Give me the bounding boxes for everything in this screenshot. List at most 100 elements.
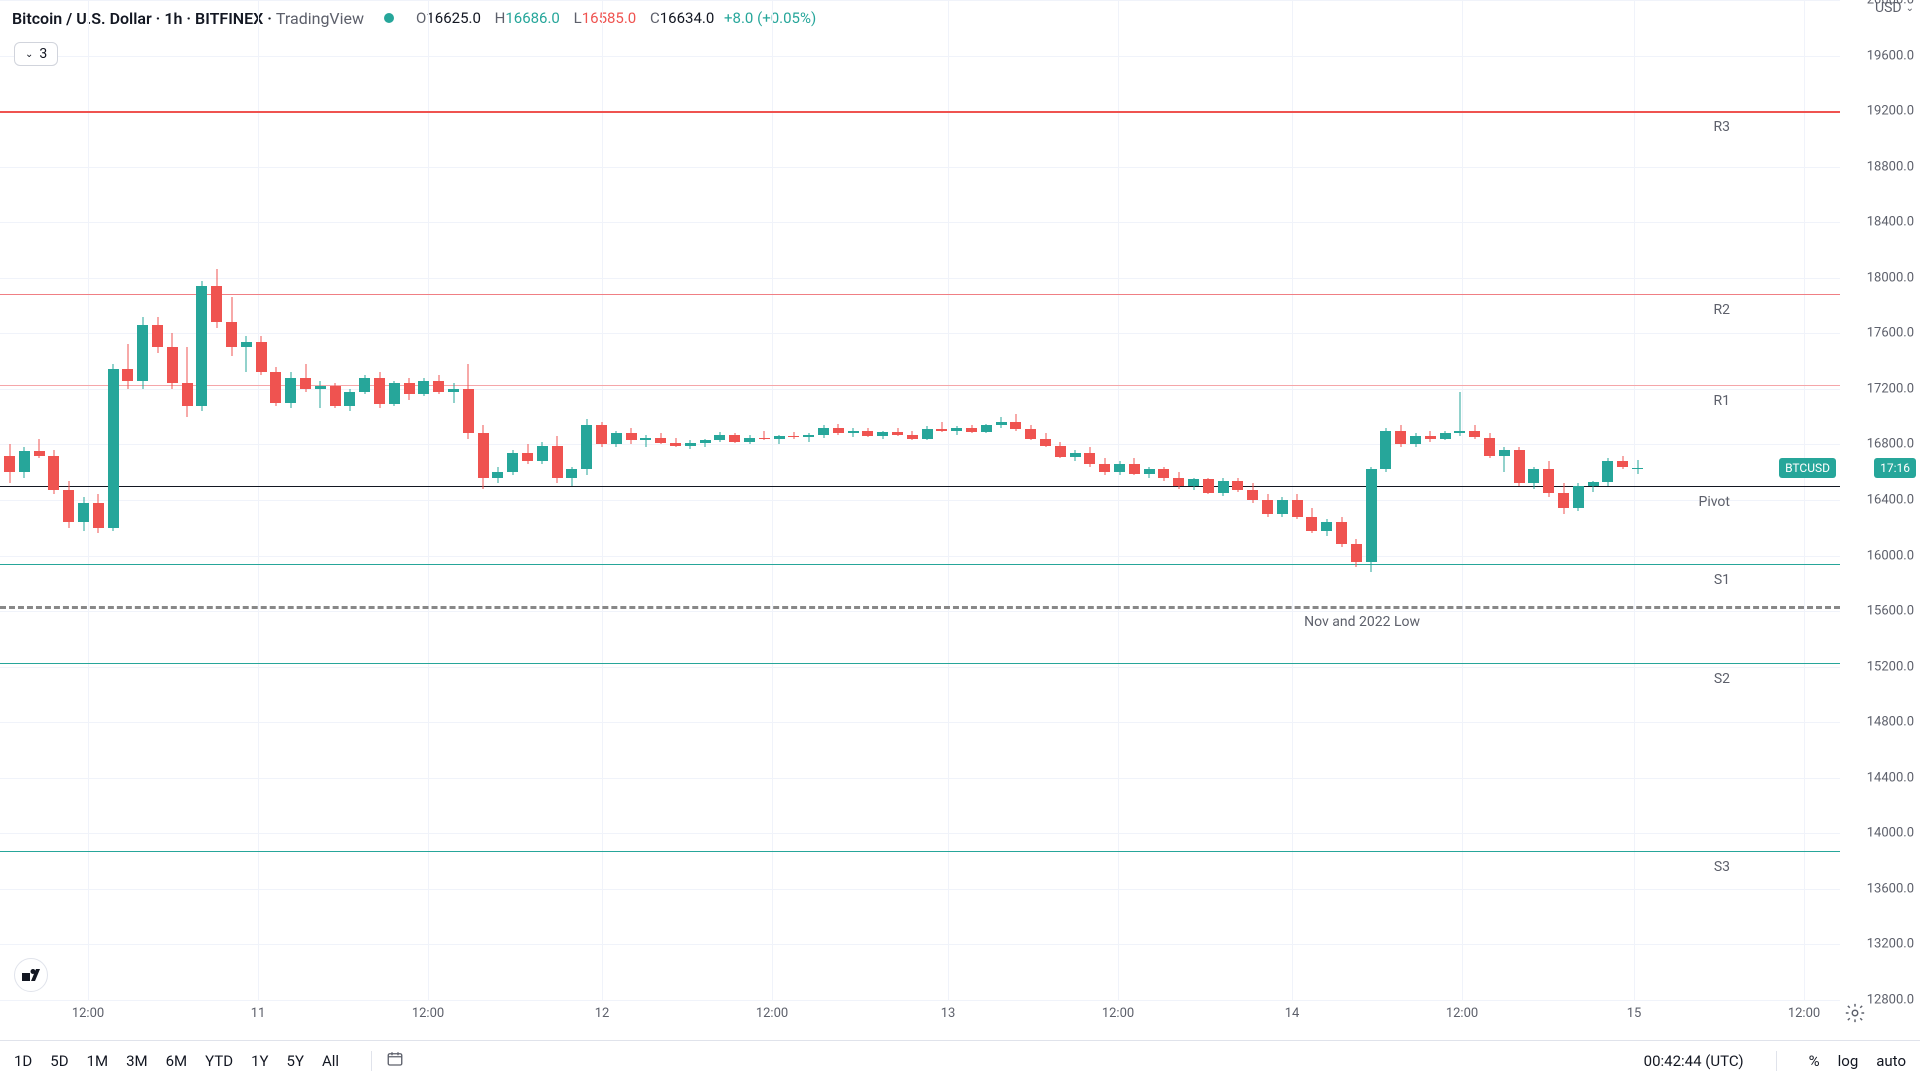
candle-body: [1292, 500, 1303, 517]
range-button-1d[interactable]: 1D: [14, 1052, 32, 1070]
candle-body: [374, 378, 385, 404]
candle-body: [729, 435, 740, 442]
chevron-down-icon: ⌄: [25, 49, 33, 60]
time-axis[interactable]: 12:001112:001212:001312:001412:001512:00: [0, 1000, 1840, 1032]
candle-body: [922, 429, 933, 439]
pivot-level-line[interactable]: [0, 486, 1840, 487]
candle-body: [152, 325, 163, 347]
price-axis[interactable]: USD ⌄ 20000.019600.019200.018800.018400.…: [1840, 0, 1920, 1000]
candle-body: [196, 286, 207, 405]
candle-body: [1336, 522, 1347, 544]
range-button-5d[interactable]: 5D: [50, 1052, 68, 1070]
chart-plot-area[interactable]: R3R2R1PivotS1Nov and 2022 LowS2S3BTCUSD: [0, 0, 1840, 1000]
price-axis-label: 18800.0: [1867, 159, 1914, 174]
candle-body: [1306, 517, 1317, 531]
candle-wick: [187, 347, 188, 416]
range-button-3m[interactable]: 3M: [126, 1052, 148, 1070]
grid-horizontal: [0, 556, 1840, 557]
grid-horizontal: [0, 167, 1840, 168]
axis-settings-icon[interactable]: [1844, 1002, 1866, 1024]
candle-body: [226, 322, 237, 347]
candle-body: [1499, 450, 1510, 456]
divider: [371, 1051, 372, 1071]
range-button-ytd[interactable]: YTD: [205, 1052, 233, 1070]
scale-buttons: % logauto: [1809, 1052, 1906, 1070]
candle-body: [1366, 469, 1377, 562]
candle-body: [611, 433, 622, 444]
pivot-level-label: S1: [1714, 572, 1730, 588]
candle-body: [1129, 464, 1140, 474]
price-axis-label: 17200.0: [1867, 381, 1914, 396]
pivot-level-line[interactable]: [0, 851, 1840, 852]
candle-body: [685, 443, 696, 446]
time-axis-label: 14: [1285, 1006, 1300, 1021]
candle-body: [759, 438, 770, 439]
indicator-count-toggle[interactable]: ⌄ 3: [14, 42, 58, 66]
candle-body: [626, 433, 637, 440]
candle-body: [892, 432, 903, 435]
candle-body: [1070, 453, 1081, 457]
pivot-level-line[interactable]: [0, 294, 1840, 295]
candle-body: [34, 451, 45, 455]
range-button-1y[interactable]: 1Y: [251, 1052, 268, 1070]
candle-body: [1084, 453, 1095, 464]
scale-button-auto[interactable]: auto: [1876, 1052, 1906, 1070]
range-button-all[interactable]: All: [322, 1052, 339, 1070]
candle-body: [137, 325, 148, 381]
candle-body: [788, 436, 799, 437]
candle-body: [1632, 468, 1643, 469]
pivot-level-line[interactable]: [0, 663, 1840, 664]
candle-body: [670, 443, 681, 446]
price-axis-label: 16800.0: [1867, 437, 1914, 452]
candle-body: [315, 386, 326, 389]
date-range-icon[interactable]: [386, 1050, 404, 1072]
range-button-1m[interactable]: 1M: [87, 1052, 109, 1070]
scale-button-percent[interactable]: %: [1809, 1052, 1820, 1070]
pivot-level-label: S3: [1714, 859, 1730, 875]
candle-body: [1188, 479, 1199, 486]
candle-body: [241, 342, 252, 348]
candle-body: [404, 383, 415, 394]
candle-body: [19, 451, 30, 472]
candle-body: [655, 438, 666, 444]
candle-body: [1425, 436, 1436, 439]
candle-body: [818, 428, 829, 435]
candle-body: [907, 435, 918, 439]
candle-body: [1588, 482, 1599, 486]
current-countdown-badge: 17:16: [1874, 458, 1916, 478]
candle-body: [1602, 461, 1613, 482]
pivot-level-line[interactable]: [0, 564, 1840, 565]
candle-body: [1395, 431, 1406, 445]
tradingview-logo[interactable]: [14, 958, 48, 992]
time-axis-label: 12:00: [1446, 1006, 1478, 1021]
price-axis-label: 19200.0: [1867, 104, 1914, 119]
price-axis-label: 15600.0: [1867, 604, 1914, 619]
candle-body: [1040, 439, 1051, 446]
pivot-level-label: Pivot: [1699, 494, 1730, 510]
candle-body: [1543, 469, 1554, 493]
candle-body: [1484, 438, 1495, 456]
pivot-level-label: R1: [1714, 393, 1731, 409]
candle-body: [507, 453, 518, 472]
range-button-5y[interactable]: 5Y: [287, 1052, 304, 1070]
grid-horizontal: [0, 56, 1840, 57]
price-axis-label: 20000.0: [1867, 0, 1914, 8]
candle-body: [167, 347, 178, 383]
pivot-level-line[interactable]: [0, 606, 1840, 609]
candle-body: [1055, 446, 1066, 457]
pivot-level-line[interactable]: [0, 111, 1840, 113]
candle-body: [433, 381, 444, 392]
pivot-level-label: S2: [1714, 671, 1730, 687]
candle-body: [1025, 429, 1036, 439]
candle-body: [1232, 481, 1243, 491]
candle-body: [744, 438, 755, 442]
time-axis-label: 13: [941, 1006, 956, 1021]
candle-body: [1410, 436, 1421, 444]
candle-body: [463, 389, 474, 433]
range-button-6m[interactable]: 6M: [166, 1052, 188, 1070]
candle-body: [1558, 493, 1569, 508]
scale-button-log[interactable]: log: [1838, 1052, 1859, 1070]
candle-body: [1010, 422, 1021, 429]
time-axis-label: 12:00: [756, 1006, 788, 1021]
candle-body: [1380, 431, 1391, 470]
